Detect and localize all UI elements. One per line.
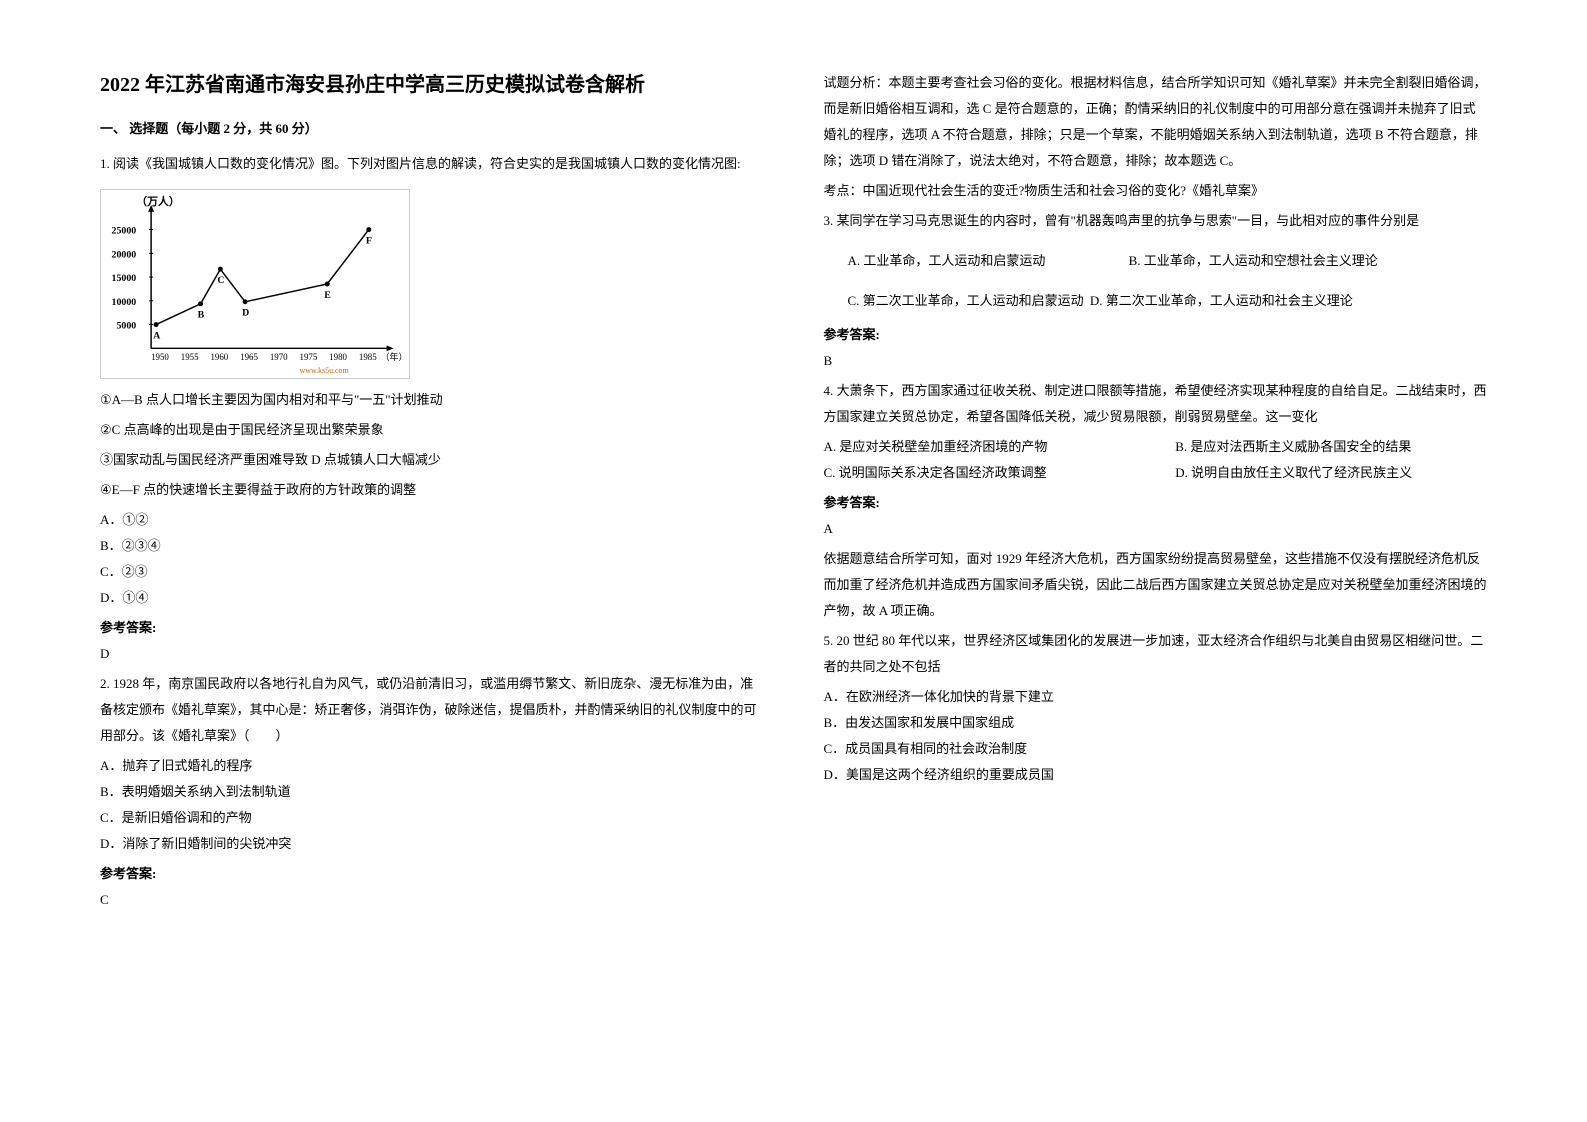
chart-line	[156, 230, 369, 325]
q5-opt-d: D．美国是这两个经济组织的重要成员国	[824, 762, 1488, 788]
q1-stmt4: ④E—F 点的快速增长主要得益于政府的方针政策的调整	[100, 477, 764, 503]
xtick-1950: 1950	[151, 352, 169, 362]
q3-opt-a: A. 工业革命，工人运动和启蒙运动	[848, 253, 1046, 268]
point-e	[325, 282, 330, 287]
left-column: 2022 年江苏省南通市海安县孙庄中学高三历史模拟试卷含解析 一、 选择题（每小…	[100, 70, 764, 1052]
q2-opt-d: D．消除了新旧婚制间的尖锐冲突	[100, 831, 764, 857]
label-b: B	[198, 310, 205, 321]
xtick-1955: 1955	[181, 352, 199, 362]
document-title: 2022 年江苏省南通市海安县孙庄中学高三历史模拟试卷含解析	[100, 70, 764, 100]
q2-opt-c: C．是新旧婚俗调和的产物	[100, 805, 764, 831]
q3-opt-d: D. 第二次工业革命，工人运动和社会主义理论	[1090, 293, 1353, 308]
xtick-1975: 1975	[300, 352, 318, 362]
q1-stmt3: ③国家动乱与国民经济严重困难导致 D 点城镇人口大幅减少	[100, 447, 764, 473]
q5-stem: 5. 20 世纪 80 年代以来，世界经济区域集团化的发展进一步加速，亚太经济合…	[824, 628, 1488, 680]
q2-opt-a: A．抛弃了旧式婚礼的程序	[100, 753, 764, 779]
chart-svg: （万人） 5000 10000 15000 20000 25000 1950 1…	[101, 190, 409, 378]
population-chart: （万人） 5000 10000 15000 20000 25000 1950 1…	[100, 189, 410, 379]
label-a: A	[153, 330, 161, 341]
label-d: D	[242, 308, 249, 319]
ytick-10000: 10000	[112, 297, 137, 308]
xtick-1965: 1965	[240, 352, 258, 362]
q4-options-row2: C. 说明国际关系决定各国经济政策调整 D. 说明自由放任主义取代了经济民族主义	[824, 460, 1488, 486]
q1-stmt1: ①A—B 点人口增长主要因为国内相对和平与"一五"计划推动	[100, 387, 764, 413]
label-c: C	[217, 275, 224, 286]
xaxis-unit: （年）	[381, 351, 408, 362]
q2-opt-b: B．表明婚姻关系纳入到法制轨道	[100, 779, 764, 805]
q4-stem: 4. 大萧条下，西方国家通过征收关税、制定进口限额等措施，希望使经济实现某种程度…	[824, 378, 1488, 430]
q2-answer: C	[100, 887, 764, 913]
q1-opt-c: C．②③	[100, 559, 764, 585]
q2-stem: 2. 1928 年，南京国民政府以各地行礼自为风气，或仍沿前清旧习，或滥用缛节繁…	[100, 671, 764, 749]
q5-opt-c: C．成员国具有相同的社会政治制度	[824, 736, 1488, 762]
q1-stem: 1. 阅读《我国城镇人口数的变化情况》图。下列对图片信息的解读，符合史实的是我国…	[100, 151, 764, 177]
ytick-20000: 20000	[112, 249, 137, 260]
q5-opt-a: A．在欧洲经济一体化加快的背景下建立	[824, 684, 1488, 710]
q4-opt-c: C. 说明国际关系决定各国经济政策调整	[824, 460, 1136, 486]
q4-answer: A	[824, 516, 1488, 542]
xtick-1970: 1970	[270, 352, 288, 362]
ytick-5000: 5000	[116, 321, 136, 332]
point-a	[154, 322, 159, 327]
point-b	[198, 301, 203, 306]
q2-answer-label: 参考答案:	[100, 861, 764, 887]
q4-answer-label: 参考答案:	[824, 490, 1488, 516]
q1-opt-b: B．②③④	[100, 533, 764, 559]
xtick-1960: 1960	[210, 352, 228, 362]
q4-opt-d: D. 说明自由放任主义取代了经济民族主义	[1175, 460, 1487, 486]
point-f	[366, 227, 371, 232]
q3-answer-label: 参考答案:	[824, 322, 1488, 348]
label-f: F	[366, 235, 372, 246]
q3-opt-b: B. 工业革命，工人运动和空想社会主义理论	[1129, 253, 1378, 268]
q4-opt-b: B. 是应对法西斯主义威胁各国安全的结果	[1175, 434, 1487, 460]
q2-kaodian: 考点：中国近现代社会生活的变迁?物质生活和社会习俗的变化?《婚礼草案》	[824, 178, 1488, 204]
q1-answer-label: 参考答案:	[100, 615, 764, 641]
label-e: E	[324, 290, 331, 301]
point-c	[218, 267, 223, 272]
spacer	[824, 278, 1488, 288]
point-d	[243, 299, 248, 304]
section-header: 一、 选择题（每小题 2 分，共 60 分）	[100, 118, 764, 137]
ytick-25000: 25000	[112, 226, 137, 237]
q3-answer: B	[824, 348, 1488, 374]
q2-analysis: 试题分析：本题主要考查社会习俗的变化。根据材料信息，结合所学知识可知《婚礼草案》…	[824, 70, 1488, 174]
q3-stem: 3. 某同学在学习马克思诞生的内容时，曾有"机器轰鸣声里的抗争与思索"一目，与此…	[824, 208, 1488, 234]
yaxis-label: （万人）	[136, 194, 180, 208]
q5-opt-b: B．由发达国家和发展中国家组成	[824, 710, 1488, 736]
q4-analysis: 依据题意结合所学可知，面对 1929 年经济大危机，西方国家纷纷提高贸易壁垒，这…	[824, 546, 1488, 624]
spacer	[824, 238, 1488, 248]
q3-options-ab: A. 工业革命，工人运动和启蒙运动 B. 工业革命，工人运动和空想社会主义理论	[824, 248, 1488, 274]
x-axis-arrow	[387, 345, 394, 351]
q3-opt-c: C. 第二次工业革命，工人运动和启蒙运动	[848, 293, 1084, 308]
q1-answer: D	[100, 641, 764, 667]
chart-watermark: www.ks5u.com	[300, 366, 350, 375]
q4-options-row1: A. 是应对关税壁垒加重经济困境的产物 B. 是应对法西斯主义威胁各国安全的结果	[824, 434, 1488, 460]
q1-stmt2: ②C 点高峰的出现是由于国民经济呈现出繁荣景象	[100, 417, 764, 443]
right-column: 试题分析：本题主要考查社会习俗的变化。根据材料信息，结合所学知识可知《婚礼草案》…	[824, 70, 1488, 1052]
xtick-1980: 1980	[329, 352, 347, 362]
q3-options-cd: C. 第二次工业革命，工人运动和启蒙运动 D. 第二次工业革命，工人运动和社会主…	[824, 288, 1488, 314]
ytick-15000: 15000	[112, 273, 137, 284]
q1-opt-d: D．①④	[100, 585, 764, 611]
xtick-1985: 1985	[359, 352, 377, 362]
q4-opt-a: A. 是应对关税壁垒加重经济困境的产物	[824, 434, 1136, 460]
q1-opt-a: A．①②	[100, 507, 764, 533]
